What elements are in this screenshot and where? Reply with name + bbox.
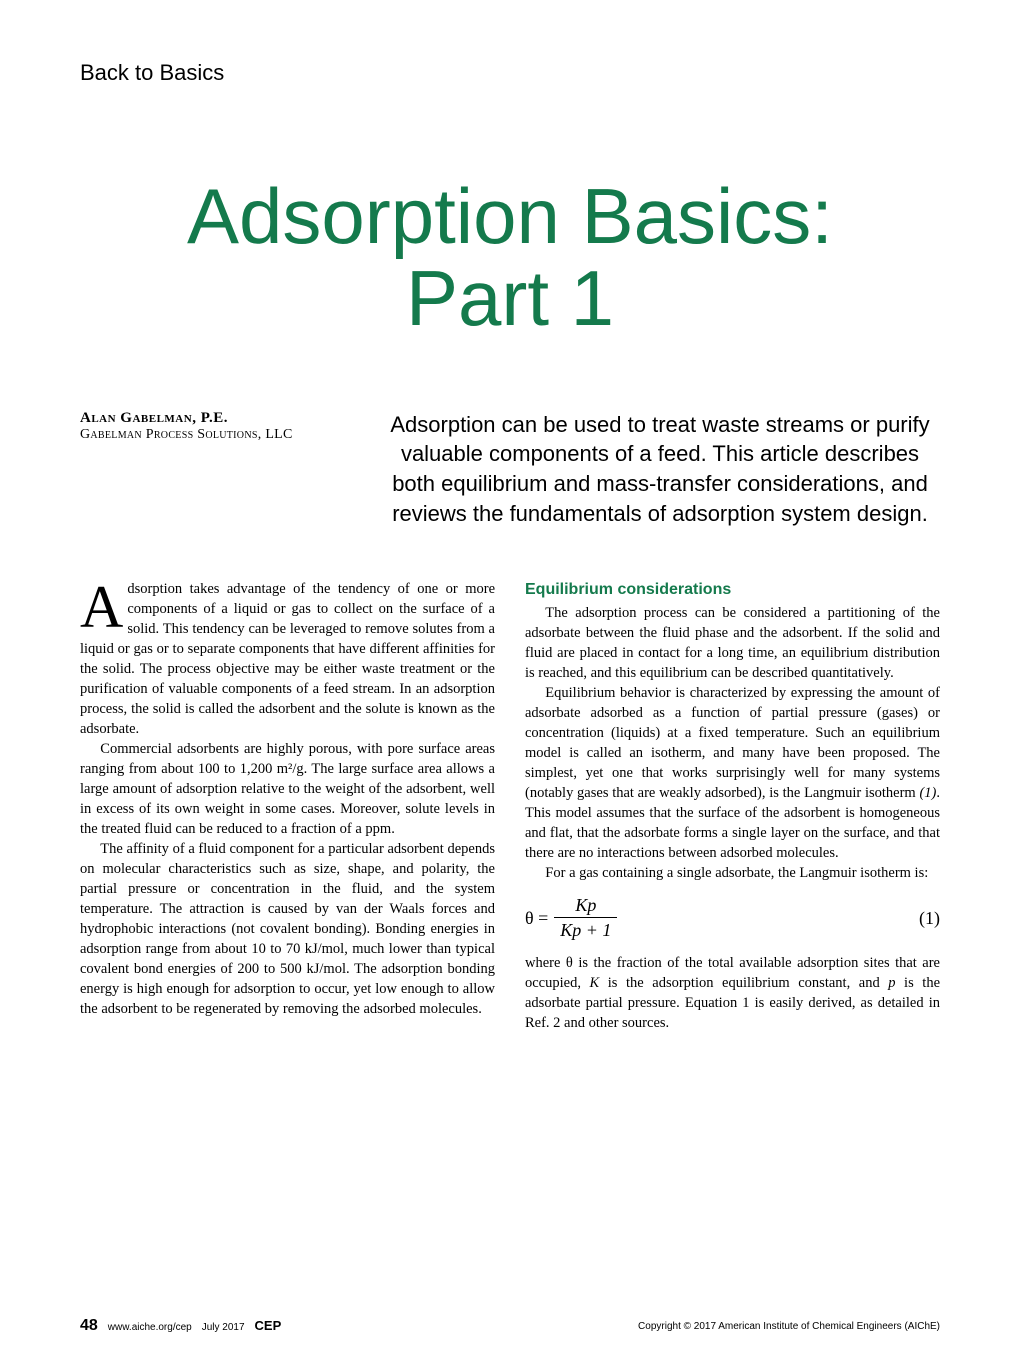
footer-date: July 2017 xyxy=(202,1322,245,1333)
paragraph-1-text: dsorption takes advantage of the tendenc… xyxy=(80,581,495,737)
denominator: Kp + 1 xyxy=(554,918,617,943)
p2-part-a: Equilibrium behavior is characterized by… xyxy=(525,685,940,801)
footer-copyright: Copyright © 2017 American Institute of C… xyxy=(638,1321,940,1332)
equation-expression: θ = Kp Kp + 1 xyxy=(525,893,617,944)
byline-left: Alan Gabelman, P.E. Gabelman Process Sol… xyxy=(80,410,340,443)
title-line-1: Adsorption Basics: xyxy=(80,176,940,258)
page-footer: 48 www.aiche.org/cep July 2017 CEP Copyr… xyxy=(80,1317,940,1335)
dropcap: A xyxy=(80,583,123,632)
variable-p: p xyxy=(888,975,895,991)
p4-part-b: is the adsorption equilibrium constant, … xyxy=(599,975,888,991)
footer-left: 48 www.aiche.org/cep July 2017 CEP xyxy=(80,1317,281,1335)
theta-symbol: θ = xyxy=(525,906,548,931)
page-title: Adsorption Basics: Part 1 xyxy=(80,176,940,340)
author-affiliation: Gabelman Process Solutions, LLC xyxy=(80,427,340,443)
left-column: Adsorption takes advantage of the tenden… xyxy=(80,579,495,1034)
title-line-2: Part 1 xyxy=(80,258,940,340)
paragraph-r2: Equilibrium behavior is characterized by… xyxy=(525,683,940,863)
paragraph-1: Adsorption takes advantage of the tenden… xyxy=(80,579,495,739)
paragraph-r4: where θ is the fraction of the total ava… xyxy=(525,953,940,1033)
section-label: Back to Basics xyxy=(80,60,940,86)
footer-cep-logo: CEP xyxy=(255,1318,282,1333)
equation-number: (1) xyxy=(919,906,940,931)
page-number: 48 xyxy=(80,1317,98,1335)
paragraph-r3: For a gas containing a single adsorbate,… xyxy=(525,863,940,883)
equation-1: θ = Kp Kp + 1 (1) xyxy=(525,893,940,944)
right-column: Equilibrium considerations The adsorptio… xyxy=(525,579,940,1034)
footer-url: www.aiche.org/cep xyxy=(108,1322,192,1333)
paragraph-2: Commercial adsorbents are highly porous,… xyxy=(80,739,495,839)
paragraph-3: The affinity of a fluid component for a … xyxy=(80,839,495,1019)
section-heading: Equilibrium considerations xyxy=(525,579,940,601)
numerator: Kp xyxy=(554,893,617,919)
fraction: Kp Kp + 1 xyxy=(554,893,617,944)
byline-row: Alan Gabelman, P.E. Gabelman Process Sol… xyxy=(80,410,940,529)
abstract: Adsorption can be used to treat waste st… xyxy=(380,410,940,529)
author-name: Alan Gabelman, P.E. xyxy=(80,410,340,427)
paragraph-r1: The adsorption process can be considered… xyxy=(525,603,940,683)
body-columns: Adsorption takes advantage of the tenden… xyxy=(80,579,940,1034)
reference-marker: (1) xyxy=(919,785,936,801)
variable-K: K xyxy=(590,975,600,991)
